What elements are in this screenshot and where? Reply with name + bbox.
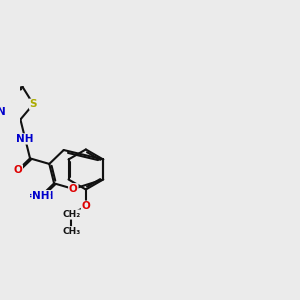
Text: S: S: [30, 99, 37, 109]
Text: CH₃: CH₃: [62, 227, 80, 236]
Text: NH: NH: [32, 191, 50, 201]
Text: O: O: [82, 201, 90, 211]
Text: O: O: [69, 184, 78, 194]
Text: NH: NH: [16, 134, 34, 144]
Text: NH: NH: [32, 191, 50, 201]
Text: CH₂: CH₂: [62, 210, 80, 219]
Text: O: O: [69, 184, 78, 194]
Text: =NH: =NH: [29, 191, 53, 201]
Text: O: O: [14, 165, 22, 175]
Text: N: N: [0, 107, 6, 117]
